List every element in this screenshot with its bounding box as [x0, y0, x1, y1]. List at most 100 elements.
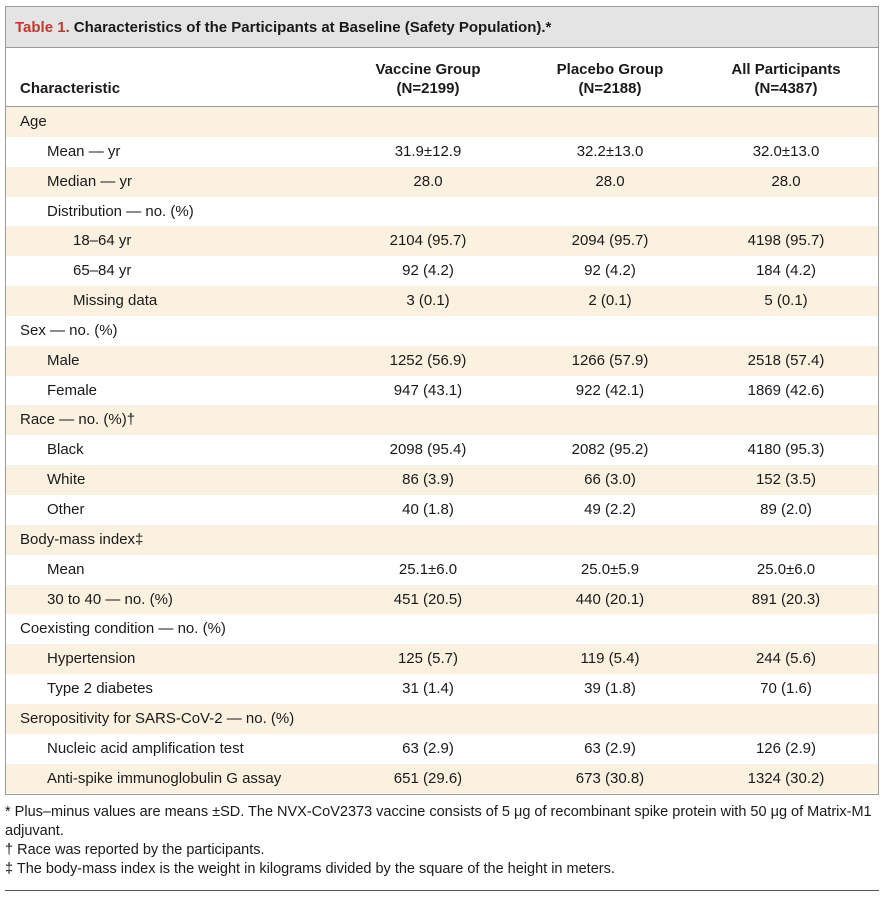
- row-label: 30 to 40 — no. (%): [47, 590, 173, 608]
- row-label: Coexisting condition — no. (%): [20, 620, 226, 638]
- vaccine-value: 28.0: [413, 172, 443, 190]
- table-row: 18–64 yr 2104 (95.7) 2094 (95.7) 4198 (95.7…: [6, 226, 878, 257]
- all-value: 152 (3.5): [755, 471, 817, 489]
- all-value: 28.0: [771, 172, 801, 190]
- table-row: Missing data 3 (0.1) 2 (0.1) 5 (0.1): [6, 286, 878, 316]
- row-label: Hypertension: [47, 650, 136, 668]
- vaccine-value: 2104 (95.7): [389, 232, 467, 250]
- table-row: Body-mass index‡: [6, 524, 878, 555]
- table-row: Other 40 (1.8) 49 (2.2) 89 (2.0): [6, 495, 878, 525]
- placebo-value: 2082 (95.2): [571, 441, 649, 459]
- vaccine-value: 2098 (95.4): [389, 441, 467, 459]
- vaccine-value: 86 (3.9): [402, 471, 454, 489]
- all-value: 244 (5.6): [755, 650, 817, 668]
- vaccine-value: 651 (29.6): [393, 769, 463, 787]
- table-row: 30 to 40 — no. (%) 451 (20.5) 440 (20.1) 89…: [6, 584, 878, 615]
- header-vaccine-group-n: (N=2199): [396, 80, 460, 97]
- row-label: 65–84 yr: [73, 262, 132, 280]
- all-value: 89 (2.0): [760, 500, 812, 518]
- table-row: Coexisting condition — no. (%): [6, 614, 878, 644]
- table-row: Male 1252 (56.9) 1266 (57.9) 2518 (57.4): [6, 345, 878, 376]
- all-value: 184 (4.2): [755, 262, 817, 280]
- bottom-rule: [5, 890, 879, 891]
- table-row: Type 2 diabetes 31 (1.4) 39 (1.8) 70 (1.6): [6, 674, 878, 704]
- all-value: 4180 (95.3): [747, 441, 825, 459]
- placebo-value: 922 (42.1): [575, 381, 645, 399]
- all-value: 5 (0.1): [764, 292, 808, 310]
- row-label: White: [47, 471, 86, 489]
- all-value: 70 (1.6): [760, 680, 812, 698]
- placebo-value: 66 (3.0): [584, 471, 636, 489]
- all-value: 1869 (42.6): [747, 381, 825, 399]
- header-all-participants-n: (N=4387): [754, 80, 818, 97]
- row-label: Median — yr: [47, 172, 133, 190]
- vaccine-value: 63 (2.9): [402, 739, 454, 757]
- placebo-value: 2 (0.1): [588, 292, 632, 310]
- placebo-value: 28.0: [595, 172, 625, 190]
- table-row: 65–84 yr 92 (4.2) 92 (4.2) 184 (4.2): [6, 256, 878, 286]
- header-vaccine-group-name: Vaccine Group: [375, 61, 481, 78]
- header-all-participants-name: All Participants: [731, 61, 841, 78]
- all-value: 126 (2.9): [755, 739, 817, 757]
- row-label: 18–64 yr: [73, 232, 132, 250]
- row-label: Female: [47, 381, 98, 399]
- vaccine-value: 31.9±12.9: [394, 142, 462, 160]
- all-value: 4198 (95.7): [747, 232, 825, 250]
- vaccine-value: 1252 (56.9): [389, 351, 467, 369]
- placebo-value: 32.2±13.0: [576, 142, 644, 160]
- all-value: 2518 (57.4): [747, 351, 825, 369]
- vaccine-value: 31 (1.4): [402, 680, 454, 698]
- header-characteristic: Characteristic: [20, 80, 121, 97]
- table-row: Distribution — no. (%): [6, 197, 878, 227]
- table-row: Female 947 (43.1) 922 (42.1) 1869 (42.6): [6, 376, 878, 406]
- vaccine-value: 451 (20.5): [393, 590, 463, 608]
- all-value: 891 (20.3): [751, 590, 821, 608]
- row-label: Other: [47, 500, 85, 518]
- table-row: Nucleic acid amplification test 63 (2.9) 6…: [6, 734, 878, 764]
- table-title-bar: Table 1. Characteristics of the Particip…: [6, 7, 878, 48]
- placebo-value: 1266 (57.9): [571, 351, 649, 369]
- table-row: Seropositivity for SARS-CoV-2 — no. (%): [6, 703, 878, 734]
- row-label: Black: [47, 441, 84, 459]
- row-label: Body-mass index‡: [20, 530, 144, 548]
- row-label: Mean — yr: [47, 142, 121, 160]
- row-label: Mean: [47, 560, 85, 578]
- table-row: Age: [6, 107, 878, 137]
- header-placebo-group-n: (N=2188): [578, 80, 642, 97]
- vaccine-value: 92 (4.2): [402, 262, 454, 280]
- vaccine-value: 40 (1.8): [402, 500, 454, 518]
- vaccine-value: 947 (43.1): [393, 381, 463, 399]
- placebo-value: 119 (5.4): [580, 650, 640, 668]
- table-row: Hypertension 125 (5.7) 119 (5.4) 244 (5.6): [6, 644, 878, 675]
- header-all-participants: All Participants (N=4387): [696, 60, 876, 98]
- row-label: Seropositivity for SARS-CoV-2 — no. (%): [20, 709, 295, 727]
- row-label: Sex — no. (%): [20, 321, 118, 339]
- all-value: 1324 (30.2): [747, 769, 825, 787]
- table-label: Table 1.: [15, 18, 70, 36]
- table-row: Mean — yr 31.9±12.9 32.2±13.0 32.0±13.0: [6, 137, 878, 167]
- all-value: 32.0±13.0: [752, 142, 820, 160]
- row-label: Age: [20, 113, 47, 130]
- header-vaccine-group: Vaccine Group (N=2199): [338, 60, 518, 98]
- table-row: Median — yr 28.0 28.0 28.0: [6, 166, 878, 197]
- row-label: Race — no. (%)†: [20, 411, 136, 429]
- placebo-value: 25.0±5.9: [580, 560, 640, 578]
- placebo-value: 39 (1.8): [584, 680, 636, 698]
- table-body: Age Mean — yr 31.9±12.9 32.2±13.0 32.0±13.0 M…: [6, 107, 878, 794]
- vaccine-value: 25.1±6.0: [398, 560, 458, 578]
- placebo-value: 673 (30.8): [575, 769, 645, 787]
- table-row: White 86 (3.9) 66 (3.0) 152 (3.5): [6, 465, 878, 495]
- row-label: Type 2 diabetes: [47, 680, 153, 698]
- row-label: Distribution — no. (%): [47, 202, 194, 220]
- footnote: * Plus–minus values are means ±SD. The N…: [5, 804, 872, 839]
- vaccine-value: 125 (5.7): [397, 650, 459, 668]
- table-row: Anti-spike immunoglobulin G assay 651 (29…: [6, 763, 878, 794]
- row-label: Anti-spike immunoglobulin G assay: [47, 769, 282, 787]
- footnote: † Race was reported by the participants.: [5, 842, 265, 858]
- table-row: Mean 25.1±6.0 25.0±5.9 25.0±6.0: [6, 555, 878, 585]
- table-row: Sex — no. (%): [6, 316, 878, 346]
- vaccine-value: 3 (0.1): [406, 292, 450, 310]
- placebo-value: 92 (4.2): [584, 262, 636, 280]
- row-label: Nucleic acid amplification test: [47, 739, 244, 757]
